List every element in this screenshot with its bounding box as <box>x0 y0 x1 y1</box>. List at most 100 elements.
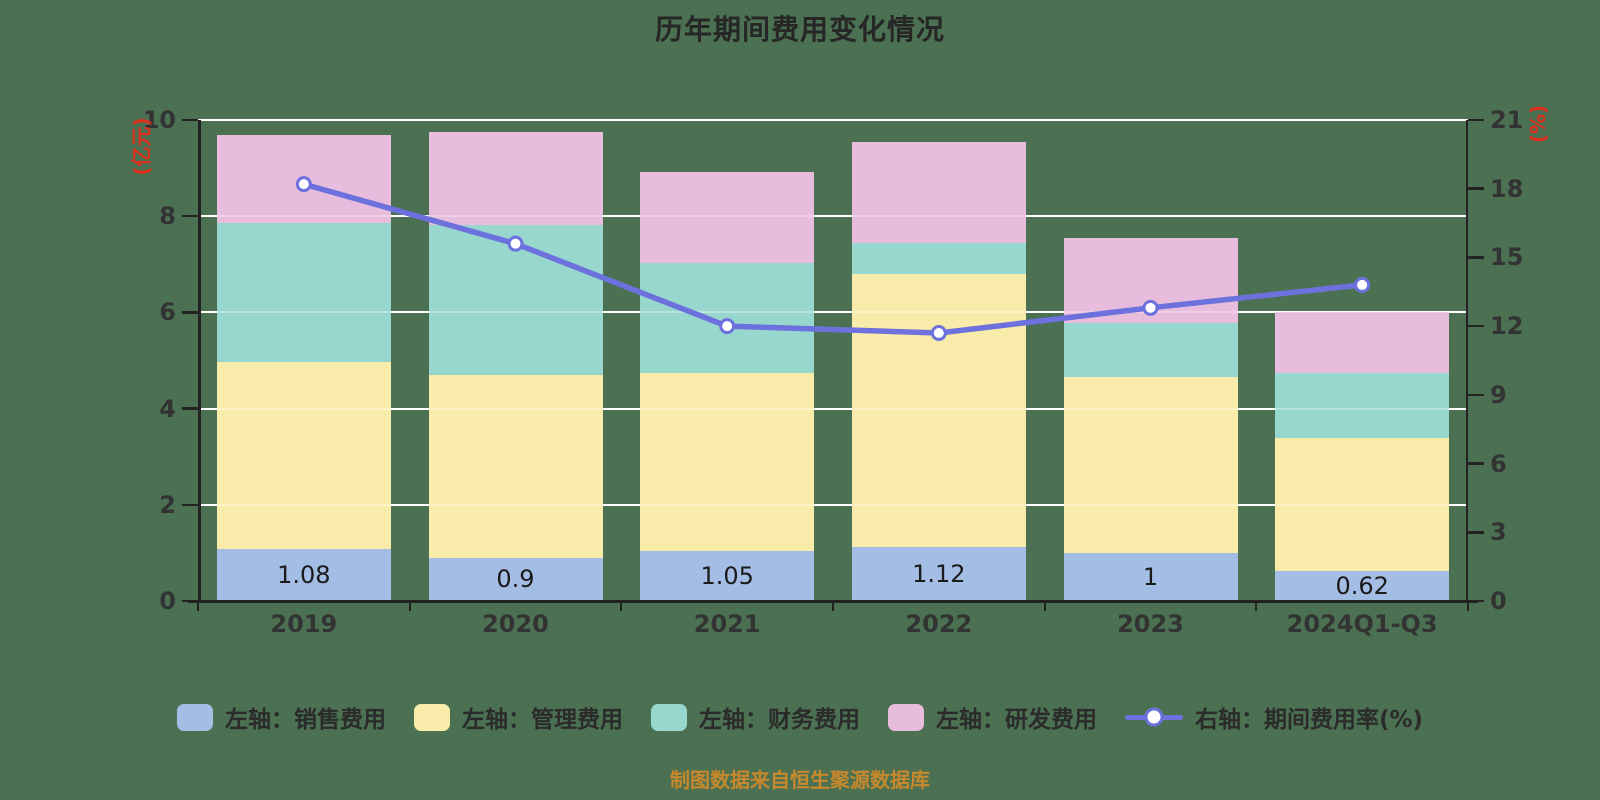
bar-segment[interactable] <box>640 262 815 374</box>
bar-segment[interactable] <box>1063 323 1238 377</box>
left-axis-tick-label: 6 <box>159 298 176 327</box>
bar-segment[interactable] <box>216 222 391 362</box>
right-axis-tick <box>1468 393 1484 397</box>
x-axis-label: 2020 <box>482 610 549 638</box>
bar-segment[interactable] <box>851 547 1026 601</box>
bar-segment[interactable] <box>851 243 1026 274</box>
line-marker[interactable] <box>295 176 312 193</box>
x-axis-tick <box>832 602 834 611</box>
expense-rate-line[interactable] <box>301 181 1365 336</box>
right-axis-tick-label: 6 <box>1490 449 1507 478</box>
legend-swatch <box>176 703 213 731</box>
line-marker[interactable] <box>719 318 736 335</box>
expense-rate-line-layer <box>295 176 1371 342</box>
right-axis-line <box>1465 120 1468 601</box>
bar-segment[interactable] <box>1063 376 1238 553</box>
bar-segment[interactable] <box>428 557 603 601</box>
legend-item-2[interactable]: 左轴：管理费用 <box>413 700 623 734</box>
chart-title: 历年期间费用变化情况 <box>654 13 945 46</box>
bar-segment[interactable] <box>1275 311 1450 374</box>
bar-segment[interactable] <box>428 374 603 558</box>
right-axis-tick <box>1468 256 1484 259</box>
legend-item-3[interactable]: 左轴：财务费用 <box>650 700 860 734</box>
bar-segment[interactable] <box>216 549 391 601</box>
x-axis-line <box>188 599 1478 603</box>
right-axis-tick-label: 3 <box>1490 518 1507 547</box>
bar-value-label: 0.62 <box>1335 572 1389 601</box>
data-source-note: 制图数据来自恒生聚源数据库 <box>670 768 930 792</box>
legend-swatch <box>413 703 450 731</box>
line-marker[interactable] <box>930 325 947 342</box>
left-axis-tick <box>182 503 198 507</box>
bar-segment[interactable] <box>640 550 815 601</box>
right-axis-tick-label: 15 <box>1490 243 1524 272</box>
bar-segment[interactable] <box>1275 437 1450 572</box>
bar-value-label: 1.12 <box>912 560 966 589</box>
x-axis-label: 2024Q1-Q3 <box>1286 610 1438 638</box>
left-axis-tick <box>182 311 198 314</box>
bar-segment[interactable] <box>1275 571 1450 601</box>
bar-segment[interactable] <box>640 171 815 263</box>
plot-area: 0 2 4 6 8 10 0 3 6 9 12 15 18 21 1.08 2019 0.9 2020 1.05 20… <box>143 106 1524 638</box>
left-axis-tick-label: 10 <box>142 106 176 134</box>
x-axis-tick <box>408 602 411 611</box>
legend-label: 左轴：研发费用 <box>935 707 1097 733</box>
legend-line-marker <box>1124 704 1183 731</box>
bar-value-label: 0.9 <box>496 565 535 594</box>
x-axis-tick <box>197 602 199 611</box>
bar-value-label: 1.08 <box>277 561 331 590</box>
left-axis-tick-label: 0 <box>159 587 176 615</box>
legend: 左轴：销售费用 左轴：管理费用 左轴：财务费用 左轴：研发费用 右轴：期间费用率(%) <box>0 700 1600 734</box>
x-axis-tick <box>1255 602 1258 611</box>
bar-value-label: 1.05 <box>700 561 754 590</box>
x-axis-tick <box>620 602 623 611</box>
line-marker[interactable] <box>1142 299 1159 316</box>
legend-item-1[interactable]: 左轴：销售费用 <box>176 700 386 734</box>
bar-segment[interactable] <box>216 361 391 550</box>
right-axis-tick-label: 0 <box>1490 587 1507 615</box>
bar-segment[interactable] <box>1275 373 1450 438</box>
legend-label: 左轴：管理费用 <box>461 707 623 733</box>
gridline <box>198 119 1468 121</box>
left-axis-tick <box>182 407 198 410</box>
right-axis-tick <box>1468 324 1484 328</box>
x-axis-tick <box>1043 602 1046 611</box>
gridline <box>198 311 1468 314</box>
bar-segment[interactable] <box>851 142 1026 244</box>
left-axis-tick <box>182 118 198 122</box>
legend-item-4[interactable]: 左轴：研发费用 <box>887 700 1097 734</box>
gridline-overlay <box>198 119 1468 121</box>
legend-swatch <box>887 703 924 731</box>
legend-item-5[interactable]: 右轴：期间费用率(%) <box>1124 700 1423 734</box>
right-axis-tick <box>1468 462 1484 465</box>
line-marker[interactable] <box>1354 276 1371 293</box>
legend-label: 左轴：销售费用 <box>224 707 386 733</box>
gridline-overlay <box>198 311 1468 314</box>
legend-label: 左轴：财务费用 <box>698 707 860 733</box>
bar-value-label: 1 <box>1142 562 1159 591</box>
x-axis-label: 2021 <box>693 610 761 638</box>
right-axis-unit-label: (%) <box>1526 104 1550 144</box>
right-axis-tick <box>1468 531 1484 534</box>
legend-line-circle <box>1144 707 1164 727</box>
x-axis-label: 2022 <box>905 610 973 638</box>
x-axis-label: 2019 <box>270 610 338 638</box>
bar-segment[interactable] <box>851 273 1026 548</box>
gridline-overlay <box>198 503 1468 506</box>
bar-segment[interactable] <box>640 373 815 551</box>
right-axis-tick <box>1468 187 1484 190</box>
bar-segment[interactable] <box>1063 552 1238 601</box>
left-axis-tick <box>182 214 198 218</box>
left-axis-line <box>198 120 201 601</box>
left-axis-tick-label: 8 <box>159 202 176 231</box>
right-axis-tick-label: 9 <box>1490 380 1507 409</box>
right-axis-tick-label: 21 <box>1490 106 1524 134</box>
gridline-overlay <box>198 215 1468 218</box>
gridline <box>198 503 1468 506</box>
bar-segment[interactable] <box>428 132 603 225</box>
line-marker[interactable] <box>507 235 524 252</box>
right-axis-tick-label: 18 <box>1490 174 1524 203</box>
gridline <box>198 215 1468 218</box>
right-axis-tick-label: 12 <box>1490 312 1524 341</box>
